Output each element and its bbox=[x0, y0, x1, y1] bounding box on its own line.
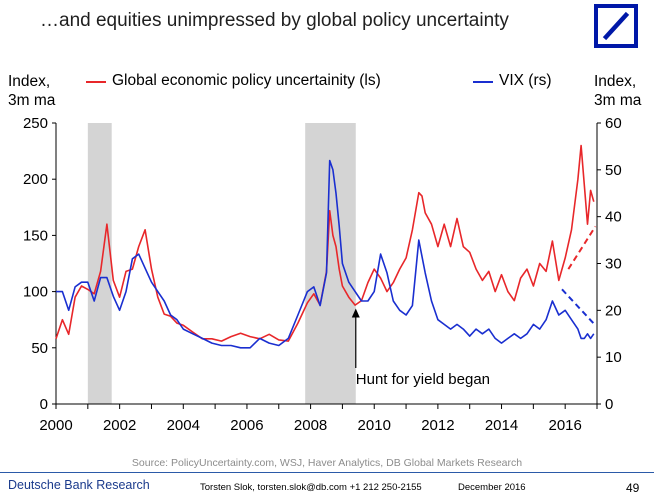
y-right-tick-label: 30 bbox=[605, 256, 622, 273]
series-line-policy-uncertainty bbox=[55, 144, 595, 342]
y-left-tick-label: 200 bbox=[23, 171, 48, 188]
left-axis-title-line-2: 3m ma bbox=[8, 92, 56, 109]
x-tick-label: 2014 bbox=[485, 417, 518, 434]
shaded-period-1 bbox=[305, 123, 356, 404]
page-title: …and equities unimpressed by global poli… bbox=[40, 10, 509, 31]
y-left-tick-label: 150 bbox=[23, 227, 48, 244]
legend-label-policy-uncertainty: Global economic policy uncertainity (ls) bbox=[112, 72, 381, 89]
y-left-tick-label: 100 bbox=[23, 284, 48, 301]
x-tick-label: 2002 bbox=[103, 417, 136, 434]
footer-date: December 2016 bbox=[458, 482, 526, 493]
forecast-line-policy-uncertainty bbox=[567, 225, 597, 270]
x-tick-label: 2010 bbox=[358, 417, 391, 434]
forecast-line-vix bbox=[561, 288, 597, 327]
x-tick-label: 2012 bbox=[421, 417, 454, 434]
y-left-tick-label: 0 bbox=[40, 396, 48, 413]
chart-area: 0 50 100 150 200 250 0 10 20 30 40 50 60 2000 2002 2004… bbox=[23, 115, 622, 434]
y-left-tick-label: 50 bbox=[31, 340, 48, 357]
legend-label-vix: VIX (rs) bbox=[499, 72, 552, 89]
source-note: Source: PolicyUncertainty.com, WSJ, Have… bbox=[131, 457, 523, 469]
right-axis-title: Index, 3m ma bbox=[594, 72, 641, 110]
shaded-period-0 bbox=[87, 123, 112, 404]
footer-brand: Deutsche Bank Research bbox=[8, 478, 150, 492]
page-number: 49 bbox=[626, 481, 640, 495]
series-line-vix bbox=[56, 159, 595, 349]
legend-swatch-vix bbox=[473, 81, 493, 83]
x-tick-label: 2006 bbox=[230, 417, 263, 434]
y-left-tick-label: 250 bbox=[23, 115, 48, 132]
y-right-tick-label: 0 bbox=[605, 396, 613, 413]
footer-divider bbox=[0, 472, 654, 473]
left-axis-title-line-1: Index, bbox=[8, 73, 51, 90]
annotation-arrow-head bbox=[351, 308, 360, 318]
footer-contact: Torsten Slok, torsten.slok@db.com +1 212… bbox=[200, 482, 422, 493]
left-axis-title: Index, 3m ma bbox=[8, 72, 55, 110]
x-tick-label: 2008 bbox=[294, 417, 327, 434]
right-axis-title-line-1: Index, bbox=[594, 73, 637, 90]
y-right-tick-label: 10 bbox=[605, 349, 622, 366]
right-axis-title-line-2: 3m ma bbox=[594, 92, 642, 109]
x-tick-label: 2016 bbox=[548, 417, 581, 434]
y-right-tick-label: 40 bbox=[605, 209, 622, 226]
x-tick-label: 2004 bbox=[167, 417, 200, 434]
logo-slash-icon bbox=[602, 11, 630, 41]
legend-swatch-policy-uncertainty bbox=[86, 81, 106, 83]
x-tick-label: 2000 bbox=[39, 417, 72, 434]
y-right-tick-label: 20 bbox=[605, 302, 622, 319]
y-right-tick-label: 60 bbox=[605, 115, 622, 132]
deutsche-bank-logo bbox=[594, 4, 638, 48]
annotation-label: Hunt for yield began bbox=[356, 371, 490, 388]
y-right-tick-label: 50 bbox=[605, 162, 622, 179]
